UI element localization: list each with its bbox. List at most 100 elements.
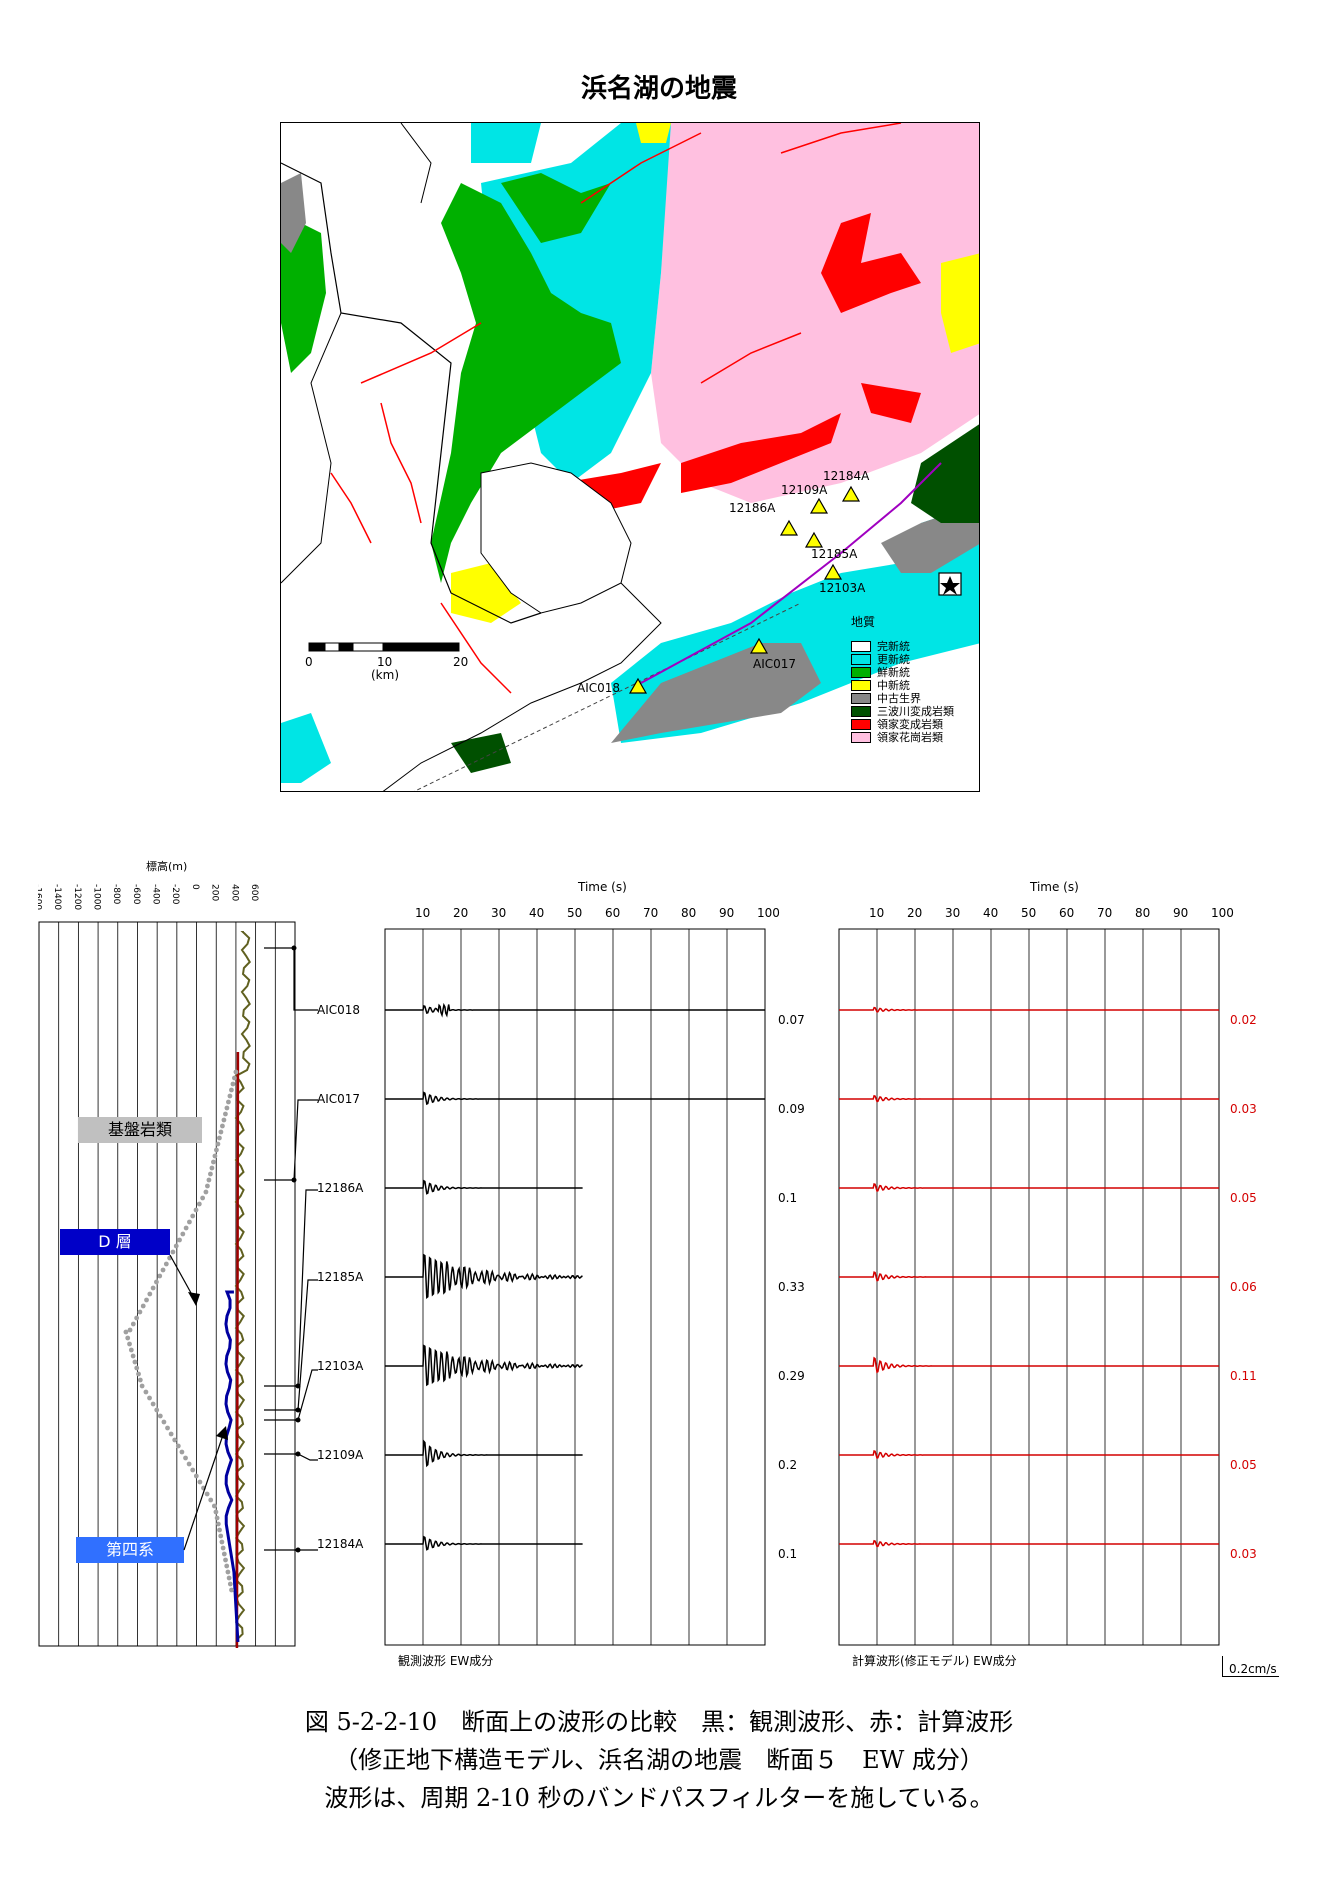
caption-line-3: 波形は、周期 2-10 秒のバンドパスフィルターを施している。 [324, 1784, 994, 1812]
calculated-amplitude-label: 0.05 [1230, 1191, 1257, 1205]
basement-depth-point [232, 1075, 237, 1081]
observed-waveform-graphic [384, 928, 766, 1646]
basement-depth-point [193, 1207, 199, 1213]
legend-swatch [851, 693, 871, 704]
bedrock-line [235, 1051, 240, 1649]
profile-tick-label: -1200 [72, 884, 82, 910]
scale-tick-label: 20 [453, 655, 469, 669]
basement-depth-point [134, 1365, 140, 1371]
observed-waveform-12109A [385, 1439, 583, 1468]
calculated-amplitude-label: 0.06 [1230, 1280, 1257, 1294]
station-label: 12109A [317, 1448, 364, 1462]
station-label: 12185A [317, 1270, 364, 1284]
basement-depth-point [221, 1551, 227, 1557]
basement-depth-point [233, 1069, 239, 1075]
basement-depth-point [140, 1303, 146, 1309]
basement-depth-point [134, 1315, 140, 1321]
legend-label: 中古生界 [877, 692, 921, 705]
profile-tick-label: -800 [111, 884, 121, 905]
time-tick-label: 10 [415, 906, 431, 920]
observed-amplitude-label: 0.09 [778, 1102, 805, 1116]
scale-tick-label: 10 [377, 655, 393, 669]
legend-item: 領家変成岩類 [851, 718, 954, 731]
time-tick-label: 30 [491, 906, 507, 920]
scale-tick-label: 0 [305, 655, 313, 669]
caption-line-2: （修正地下構造モデル、浜名湖の地震 断面５ EW 成分） [334, 1746, 984, 1774]
time-tick-label: 40 [529, 906, 545, 920]
basement-depth-point [211, 1503, 217, 1509]
legend-swatch [851, 667, 871, 678]
basement-depth-point [150, 1285, 156, 1291]
basement-depth-point [143, 1389, 149, 1395]
time-tick-label: 80 [681, 906, 697, 920]
time-tick-label: 90 [1173, 906, 1189, 920]
basement-depth-point [165, 1425, 170, 1431]
time-tick-label: 70 [1097, 906, 1113, 920]
basement-depth-point [208, 1171, 213, 1177]
basement-depth-point [154, 1279, 159, 1285]
station-label: 12103A [317, 1359, 364, 1373]
basement-depth-point [208, 1497, 214, 1503]
map-legend: 地質 完新統 更新統 鮮新統 中新統 中古生界 三波川変成岩類 領家変成岩類 領家花崗岩類 [851, 613, 954, 744]
profile-tick-label: 200 [210, 884, 220, 901]
calculated-waveform-AIC018 [839, 1006, 1219, 1013]
basement-depth-point [190, 1213, 196, 1219]
basement-depth-point [127, 1327, 133, 1333]
observed-waveform-12184A [385, 1535, 583, 1551]
calculated-amplitude-label: 0.02 [1230, 1013, 1257, 1027]
basement-depth-point [167, 1255, 173, 1261]
basement-depth-point [157, 1413, 163, 1419]
basement-depth-point [200, 1195, 206, 1201]
basement-depth-point [213, 1509, 219, 1515]
legend-swatch [851, 732, 871, 743]
time-tick-label: 60 [605, 906, 621, 920]
basement-depth-point [215, 1521, 221, 1527]
time-tick-label: 100 [1211, 906, 1234, 920]
calculated-waveform-panel [838, 928, 1220, 1646]
legend-item: 中古生界 [851, 692, 954, 705]
legend-label: 更新統 [877, 653, 910, 666]
basement-depth-point [204, 1491, 210, 1497]
basement-depth-point [227, 1581, 233, 1587]
geology-map-graphic [281, 123, 979, 791]
profile-tick-label: 600 [249, 884, 259, 901]
figure-title: 浜名湖の地震 [580, 74, 737, 104]
basement-depth-point [127, 1341, 132, 1347]
basement-depth-point [170, 1249, 176, 1255]
time-tick-label: 70 [643, 906, 659, 920]
basement-depth-point [223, 1111, 228, 1117]
basement-depth-point [229, 1087, 234, 1093]
basement-depth-point [123, 1329, 129, 1335]
basement-depth-point [217, 1135, 222, 1141]
observed-amplitude-label: 0.33 [778, 1280, 805, 1294]
basement-depth-point [132, 1359, 138, 1365]
station-label: 12186A [317, 1181, 364, 1195]
basement-depth-point [144, 1297, 149, 1303]
calculated-amplitude-label: 0.03 [1230, 1102, 1257, 1116]
basement-depth-point [137, 1309, 143, 1315]
basement-depth-point [220, 1545, 226, 1551]
calculated-waveform-12186A [839, 1183, 1219, 1193]
station-label: AIC017 [317, 1092, 361, 1106]
observed-waveform-panel [384, 928, 766, 1646]
basement-depth-point [211, 1159, 216, 1165]
map-station-label: 12185A [811, 547, 858, 561]
basement-depth-point [215, 1141, 221, 1147]
calculated-amplitude-label: 0.05 [1230, 1458, 1257, 1472]
basement-depth-point [125, 1335, 131, 1341]
calculated-waveform-graphic [838, 928, 1220, 1646]
scale-unit-label: (km) [371, 668, 400, 682]
basement-depth-point [203, 1189, 209, 1195]
basement-depth-point [154, 1407, 160, 1413]
profile-graphic: -2000-1800-1600-1400-1200-1000-800-600-4… [0, 884, 296, 1649]
map-station-label: 12103A [819, 581, 866, 595]
basement-depth-point [130, 1321, 136, 1327]
profile-tick-label: 0 [190, 884, 200, 890]
basement-depth-point [147, 1395, 152, 1401]
basement-depth-point [177, 1237, 182, 1243]
observed-amplitude-label: 0.1 [778, 1191, 798, 1205]
basement-depth-point [226, 1575, 232, 1581]
time-tick-label: 20 [907, 906, 923, 920]
tag-quaternary: 第四系 [76, 1537, 184, 1563]
time-tick-label: 100 [757, 906, 780, 920]
